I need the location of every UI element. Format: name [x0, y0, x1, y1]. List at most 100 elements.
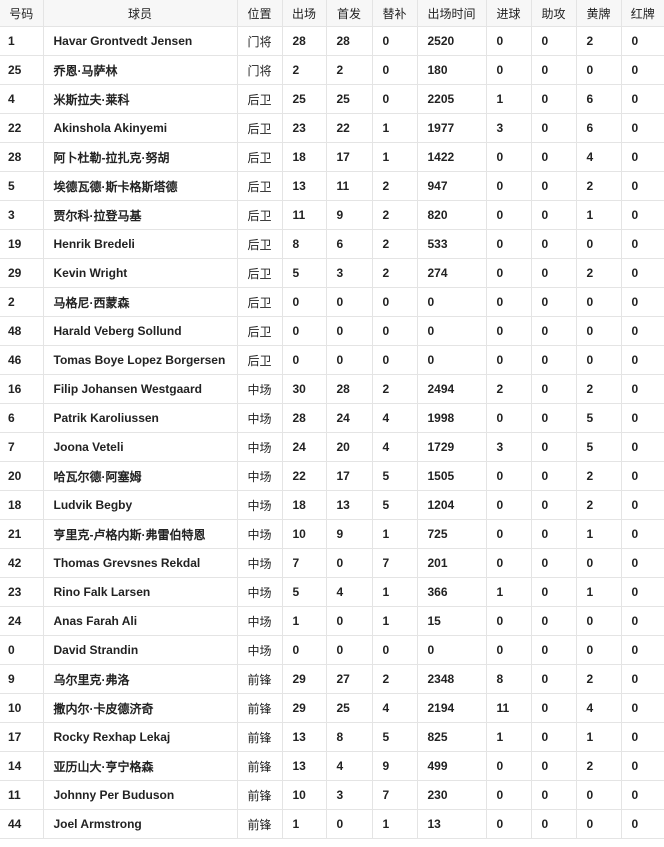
column-header-goals[interactable]: 进球 [485, 0, 532, 27]
cell-assists: 0 [530, 722, 577, 752]
cell-yellow-cards: 0 [575, 548, 622, 578]
cell-number: 16 [0, 374, 44, 404]
cell-goals: 8 [485, 664, 532, 694]
column-header-starts[interactable]: 首发 [325, 0, 373, 27]
cell-goals: 0 [485, 490, 532, 520]
cell-subs: 1 [371, 142, 418, 172]
column-header-red-cards[interactable]: 红牌 [620, 0, 664, 27]
table-row: 25 乔恩·马萨林 门将 2 2 0 180 0 0 0 0 [0, 55, 664, 85]
cell-starts: 0 [325, 316, 373, 346]
cell-yellow-cards: 0 [575, 606, 622, 636]
column-header-position[interactable]: 位置 [236, 0, 283, 27]
cell-subs: 0 [371, 26, 418, 56]
cell-position: 后卫 [236, 171, 283, 201]
cell-starts: 20 [325, 432, 373, 462]
cell-appearances: 18 [281, 490, 327, 520]
cell-subs: 5 [371, 461, 418, 491]
column-header-number[interactable]: 号码 [0, 0, 44, 27]
cell-appearances: 25 [281, 84, 327, 114]
cell-starts: 6 [325, 229, 373, 259]
table-row: 6 Patrik Karoliussen 中场 28 24 4 1998 0 0 5 0 [0, 403, 664, 433]
cell-position: 中场 [236, 461, 283, 491]
cell-goals: 0 [485, 229, 532, 259]
column-header-yellow-cards[interactable]: 黄牌 [575, 0, 622, 27]
cell-yellow-cards: 4 [575, 142, 622, 172]
table-body: 1 Havar Grontvedt Jensen 门将 28 28 0 2520 0 0 2 0 25… [0, 26, 664, 839]
cell-subs: 7 [371, 780, 418, 810]
cell-number: 10 [0, 693, 44, 723]
column-header-player[interactable]: 球员 [42, 0, 238, 27]
cell-appearances: 13 [281, 171, 327, 201]
cell-red-cards: 0 [620, 461, 664, 491]
cell-number: 29 [0, 258, 44, 288]
column-header-appearances[interactable]: 出场 [281, 0, 327, 27]
cell-starts: 0 [325, 345, 373, 375]
cell-position: 前锋 [236, 780, 283, 810]
cell-yellow-cards: 1 [575, 200, 622, 230]
cell-starts: 2 [325, 55, 373, 85]
cell-player: 乔恩·马萨林 [42, 55, 238, 85]
column-header-subs[interactable]: 替补 [371, 0, 418, 27]
cell-red-cards: 0 [620, 432, 664, 462]
cell-yellow-cards: 0 [575, 287, 622, 317]
cell-red-cards: 0 [620, 345, 664, 375]
cell-goals: 0 [485, 809, 532, 839]
cell-appearances: 23 [281, 113, 327, 143]
table-row: 28 阿卜杜勒-拉扎克·努胡 后卫 18 17 1 1422 0 0 4 0 [0, 142, 664, 172]
table-row: 29 Kevin Wright 后卫 5 3 2 274 0 0 2 0 [0, 258, 664, 288]
cell-starts: 22 [325, 113, 373, 143]
cell-player: Johnny Per Buduson [42, 780, 238, 810]
cell-yellow-cards: 6 [575, 84, 622, 114]
cell-goals: 0 [485, 345, 532, 375]
cell-position: 门将 [236, 55, 283, 85]
cell-assists: 0 [530, 635, 577, 665]
cell-number: 44 [0, 809, 44, 839]
cell-position: 中场 [236, 403, 283, 433]
cell-yellow-cards: 6 [575, 113, 622, 143]
cell-player: Filip Johansen Westgaard [42, 374, 238, 404]
cell-appearances: 0 [281, 635, 327, 665]
cell-player: 贾尔科·拉登马基 [42, 200, 238, 230]
cell-red-cards: 0 [620, 200, 664, 230]
column-header-assists[interactable]: 助攻 [530, 0, 577, 27]
cell-minutes: 0 [416, 345, 487, 375]
cell-starts: 9 [325, 519, 373, 549]
cell-position: 中场 [236, 490, 283, 520]
cell-yellow-cards: 1 [575, 519, 622, 549]
cell-goals: 3 [485, 432, 532, 462]
cell-player: David Strandin [42, 635, 238, 665]
cell-appearances: 5 [281, 577, 327, 607]
table-row: 20 哈瓦尔德·阿塞姆 中场 22 17 5 1505 0 0 2 0 [0, 461, 664, 491]
cell-player: Tomas Boye Lopez Borgersen [42, 345, 238, 375]
cell-assists: 0 [530, 606, 577, 636]
cell-starts: 0 [325, 809, 373, 839]
cell-red-cards: 0 [620, 55, 664, 85]
cell-yellow-cards: 0 [575, 316, 622, 346]
table-row: 14 亚历山大·亨宁格森 前锋 13 4 9 499 0 0 2 0 [0, 751, 664, 781]
cell-appearances: 0 [281, 316, 327, 346]
cell-starts: 9 [325, 200, 373, 230]
table-row: 24 Anas Farah Ali 中场 1 0 1 15 0 0 0 0 [0, 606, 664, 636]
cell-minutes: 2205 [416, 84, 487, 114]
cell-position: 中场 [236, 577, 283, 607]
cell-number: 14 [0, 751, 44, 781]
cell-assists: 0 [530, 693, 577, 723]
cell-red-cards: 0 [620, 113, 664, 143]
cell-position: 前锋 [236, 722, 283, 752]
table-row: 18 Ludvik Begby 中场 18 13 5 1204 0 0 2 0 [0, 490, 664, 520]
table-row: 19 Henrik Bredeli 后卫 8 6 2 533 0 0 0 0 [0, 229, 664, 259]
cell-minutes: 366 [416, 577, 487, 607]
cell-red-cards: 0 [620, 809, 664, 839]
column-header-minutes[interactable]: 出场时间 [416, 0, 487, 27]
table-row: 22 Akinshola Akinyemi 后卫 23 22 1 1977 3 0 6 0 [0, 113, 664, 143]
cell-assists: 0 [530, 403, 577, 433]
cell-minutes: 230 [416, 780, 487, 810]
cell-subs: 1 [371, 606, 418, 636]
cell-player: Rino Falk Larsen [42, 577, 238, 607]
cell-appearances: 0 [281, 345, 327, 375]
cell-subs: 0 [371, 55, 418, 85]
cell-starts: 17 [325, 461, 373, 491]
cell-player: 米斯拉夫·莱科 [42, 84, 238, 114]
cell-player: 亚历山大·亨宁格森 [42, 751, 238, 781]
cell-number: 9 [0, 664, 44, 694]
